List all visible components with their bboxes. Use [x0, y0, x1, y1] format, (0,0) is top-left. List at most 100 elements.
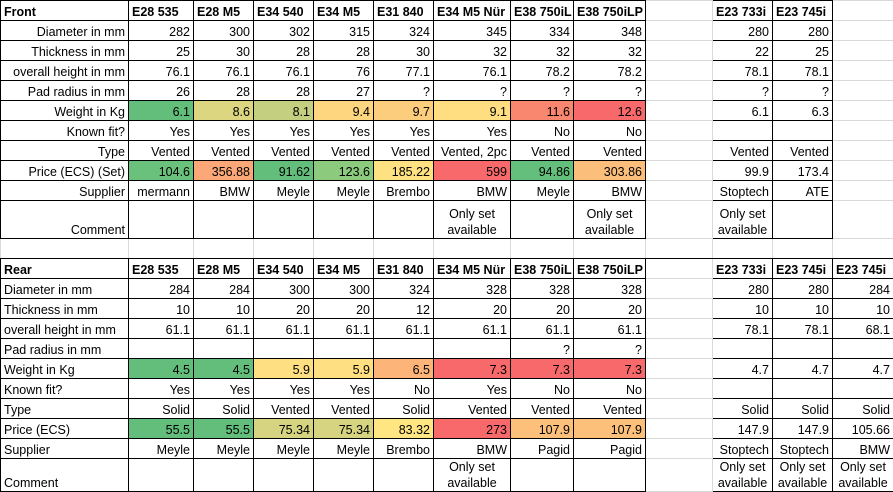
column-header: E23 745i — [773, 1, 833, 21]
cell: Vented — [511, 141, 574, 161]
empty-cell — [646, 21, 713, 41]
empty-cell — [833, 61, 893, 81]
cell: 7.3 — [574, 359, 646, 379]
empty-cell — [833, 239, 893, 259]
cell — [314, 201, 374, 239]
cell: 324 — [374, 21, 434, 41]
cell: 7.3 — [434, 359, 511, 379]
cell: 28 — [314, 41, 374, 61]
empty-cell — [646, 161, 713, 181]
cell: 77.1 — [374, 61, 434, 81]
empty-cell — [314, 239, 374, 259]
row-label: Weight in Kg — [1, 101, 129, 121]
cell: 61.1 — [574, 319, 646, 339]
cell: 91.62 — [254, 161, 314, 181]
cell: 76.1 — [254, 61, 314, 81]
cell — [833, 379, 893, 399]
cell — [374, 459, 434, 492]
cell: No — [511, 379, 574, 399]
cell: 76.1 — [129, 61, 194, 81]
row-label: Comment — [1, 459, 129, 492]
cell: 328 — [434, 279, 511, 299]
cell: 599 — [434, 161, 511, 181]
cell: 11.6 — [511, 101, 574, 121]
cell: ? — [574, 81, 646, 101]
cell: Solid — [833, 399, 893, 419]
cell: 280 — [713, 279, 773, 299]
cell: 280 — [773, 21, 833, 41]
cell: 78.1 — [773, 319, 833, 339]
empty-cell — [646, 201, 713, 239]
cell: Solid — [374, 399, 434, 419]
column-header: E31 840 — [374, 1, 434, 21]
empty-cell — [646, 121, 713, 141]
cell: ? — [713, 81, 773, 101]
empty-cell — [833, 21, 893, 41]
cell: 9.7 — [374, 101, 434, 121]
cell — [374, 201, 434, 239]
row-label: Weight in Kg — [1, 359, 129, 379]
row-label: Type — [1, 399, 129, 419]
empty-cell — [434, 239, 511, 259]
row-label: Diameter in mm — [1, 279, 129, 299]
column-header: E34 M5 Nür — [434, 259, 511, 279]
cell — [511, 201, 574, 239]
cell — [773, 339, 833, 359]
empty-cell — [833, 81, 893, 101]
cell: 282 — [129, 21, 194, 41]
row-label: Thickness in mm — [1, 41, 129, 61]
cell: 68.1 — [833, 319, 893, 339]
empty-cell — [646, 259, 713, 279]
cell: Meyle — [314, 181, 374, 201]
cell: 32 — [511, 41, 574, 61]
cell: ? — [374, 81, 434, 101]
cell: Vented — [254, 399, 314, 419]
row-label: Diameter in mm — [1, 21, 129, 41]
cell: Only set available — [833, 459, 893, 492]
cell: 5.9 — [314, 359, 374, 379]
empty-cell — [833, 121, 893, 141]
cell: Yes — [314, 121, 374, 141]
row-label: Known fit? — [1, 379, 129, 399]
cell: Yes — [129, 379, 194, 399]
cell: Stoptech — [713, 181, 773, 201]
cell — [314, 459, 374, 492]
cell: 107.9 — [574, 419, 646, 439]
cell: 4.7 — [833, 359, 893, 379]
cell: 10 — [773, 299, 833, 319]
empty-cell — [646, 359, 713, 379]
cell: Vented — [374, 141, 434, 161]
cell: 10 — [713, 299, 773, 319]
row-label: Comment — [1, 201, 129, 239]
empty-cell — [646, 81, 713, 101]
cell: 55.5 — [194, 419, 254, 439]
cell: 107.9 — [511, 419, 574, 439]
cell: BMW — [434, 439, 511, 459]
cell: Solid — [194, 399, 254, 419]
cell: 147.9 — [773, 419, 833, 439]
empty-cell — [646, 61, 713, 81]
cell: Vented, 2pc — [434, 141, 511, 161]
column-header: E34 M5 Nür — [434, 1, 511, 21]
cell: 25 — [773, 41, 833, 61]
blank-row — [1, 239, 893, 259]
cell: 83.32 — [374, 419, 434, 439]
cell: 75.34 — [254, 419, 314, 439]
row-label: Type — [1, 141, 129, 161]
row-label: Known fit? — [1, 121, 129, 141]
empty-cell — [129, 239, 194, 259]
row-label: Supplier — [1, 181, 129, 201]
cell: 32 — [434, 41, 511, 61]
column-header: E23 733i — [713, 1, 773, 21]
section-title: Rear — [1, 259, 129, 279]
empty-cell — [646, 379, 713, 399]
cell: 284 — [129, 279, 194, 299]
column-header: E31 840 — [374, 259, 434, 279]
cell — [129, 459, 194, 492]
cell: Brembo — [374, 439, 434, 459]
